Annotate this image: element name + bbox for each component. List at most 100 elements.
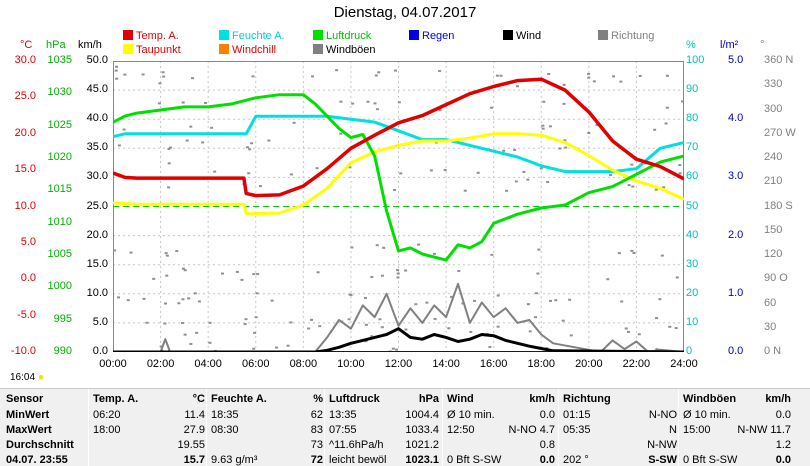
tick-label-hpa: 1000: [42, 280, 72, 292]
direction-point: [502, 150, 505, 152]
direction-point: [194, 292, 197, 294]
direction-point: [490, 254, 493, 256]
row-label: MinWert: [6, 409, 49, 421]
tick-label-kmh: 30.0: [78, 170, 108, 182]
direction-point: [526, 179, 529, 181]
direction-point: [549, 125, 552, 127]
weather-chart[interactable]: [113, 61, 684, 352]
table-cell-value: N: [563, 424, 677, 436]
direction-point: [246, 146, 249, 148]
legend-item: Feuchte A.: [219, 30, 285, 42]
direction-point: [370, 276, 373, 278]
direction-point: [639, 75, 642, 77]
direction-point: [558, 147, 561, 149]
direction-point: [164, 303, 167, 305]
tick-label-temp: 25.0: [6, 90, 36, 102]
header-gust-unit: km/h: [683, 393, 791, 405]
direction-point: [522, 171, 525, 173]
direction-point: [181, 322, 184, 324]
tick-label-hpa: 1020: [42, 151, 72, 163]
direction-point: [563, 84, 566, 86]
table-separator: [442, 389, 443, 466]
direction-point: [469, 331, 472, 333]
x-tick-label: 04:00: [188, 358, 228, 370]
direction-point: [396, 277, 399, 279]
tick-label-pct: 80: [686, 112, 716, 124]
table-separator: [678, 389, 679, 466]
direction-point: [568, 299, 571, 301]
direction-point: [145, 322, 148, 324]
tick-label-pct: 20: [686, 287, 716, 299]
direction-point: [198, 300, 201, 302]
rain-unit-label: l/m²: [720, 39, 738, 51]
direction-point: [374, 102, 377, 104]
direction-point: [184, 334, 187, 336]
tick-label-kmh: 45.0: [78, 83, 108, 95]
direction-point: [189, 343, 192, 345]
direction-point: [381, 326, 384, 328]
direction-point: [562, 320, 565, 322]
direction-point: [248, 148, 251, 150]
direction-point: [587, 73, 590, 75]
legend-label: Wind: [516, 30, 541, 42]
direction-point: [536, 273, 539, 275]
direction-point: [181, 298, 184, 300]
direction-point: [633, 252, 636, 254]
direction-point: [317, 271, 320, 273]
direction-point: [236, 271, 239, 273]
tick-label-temp: -10.0: [6, 345, 36, 357]
tick-label-dir: 330: [764, 78, 810, 90]
table-cell-value: 62: [211, 409, 323, 421]
direction-point: [464, 190, 467, 192]
header-pressure-unit: hPa: [329, 393, 439, 405]
legend-item: Wind: [503, 30, 541, 42]
header-humidity-unit: %: [211, 393, 323, 405]
table-cell-value: 73: [211, 439, 323, 451]
direction-point: [123, 74, 126, 76]
direction-point: [186, 140, 189, 142]
tick-label-dir: 270 W: [764, 127, 810, 139]
direction-point: [414, 303, 417, 305]
table-cell-value: 0.8: [447, 439, 555, 451]
direction-point: [488, 346, 491, 348]
x-tick-label: 00:00: [93, 358, 133, 370]
direction-point: [364, 297, 367, 299]
direction-point: [307, 328, 310, 330]
direction-point: [537, 249, 540, 251]
tick-label-dir: 240: [764, 151, 810, 163]
direction-point: [570, 334, 573, 336]
direction-point: [367, 101, 370, 103]
legend-swatch: [409, 30, 419, 40]
direction-point: [163, 323, 166, 325]
direction-point: [666, 107, 669, 109]
direction-point: [433, 253, 436, 255]
direction-point: [675, 327, 678, 329]
legend-item: Taupunkt: [123, 44, 181, 56]
tick-label-kmh: 25.0: [78, 200, 108, 212]
direction-point: [444, 169, 447, 171]
tick-label-pct: 30: [686, 258, 716, 270]
direction-point: [162, 76, 165, 78]
direction-point: [275, 347, 278, 349]
direction-point: [394, 70, 397, 72]
tick-label-dir: 360 N: [764, 54, 810, 66]
direction-point: [123, 129, 126, 131]
direction-point: [477, 172, 480, 174]
current-time-label: 16:04: [10, 372, 35, 383]
legend-item: Richtung: [598, 30, 654, 42]
direction-point: [349, 294, 352, 296]
tick-label-dir: 120: [764, 248, 810, 260]
direction-point: [587, 132, 590, 134]
legend-label: Windchill: [232, 44, 276, 56]
direction-point: [127, 299, 130, 301]
x-tick-label: 02:00: [141, 358, 181, 370]
tick-label-pct: 50: [686, 200, 716, 212]
legend-label: Richtung: [611, 30, 654, 42]
row-label: 04.07. 23:55: [6, 454, 68, 466]
direction-point: [653, 129, 656, 131]
legend-swatch: [313, 30, 323, 40]
direction-point: [618, 252, 621, 254]
direction-point: [392, 348, 395, 350]
legend-item: Temp. A.: [123, 30, 179, 42]
tick-label-dir: 90 O: [764, 272, 810, 284]
